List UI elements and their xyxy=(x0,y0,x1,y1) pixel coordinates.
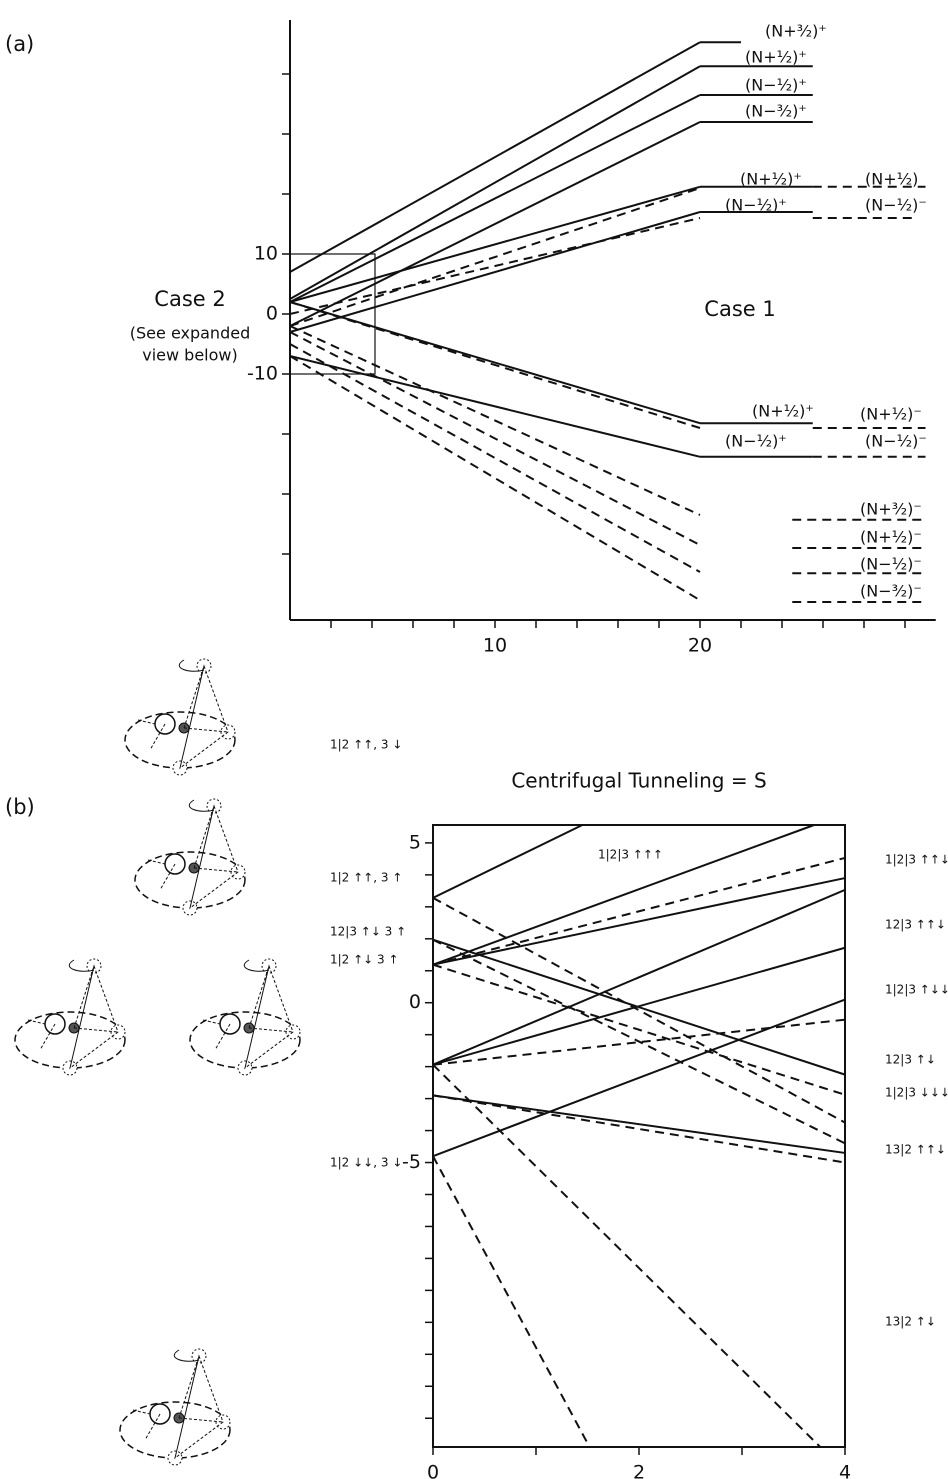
y-tick-label: 10 xyxy=(254,243,278,265)
plot-frame xyxy=(432,824,846,1448)
solid-line xyxy=(289,121,701,327)
annotation: 1|2|3 ↑↓↓ xyxy=(885,983,948,997)
dashed-line xyxy=(289,325,701,516)
annotation: (N+¹⁄₂) xyxy=(865,170,918,189)
solid-line xyxy=(289,94,701,303)
annotation: 12|3 ↑↓ 3 ↑ xyxy=(330,925,406,939)
x-tick-label: 2 xyxy=(633,1462,645,1479)
y-tick-label: -10 xyxy=(247,363,278,385)
solid-line xyxy=(432,888,846,1066)
molecule-diagram xyxy=(124,658,236,776)
annotation: 1|2 ↑↑, 3 ↓ xyxy=(330,738,402,752)
dashed-line xyxy=(289,343,701,573)
dashed-line xyxy=(432,896,846,1124)
dashed-line xyxy=(289,187,701,327)
dashed-line xyxy=(289,331,701,546)
chart-title: Centrifugal Tunneling = S xyxy=(511,769,766,793)
y-tick-label: 5 xyxy=(409,831,421,853)
dashed-line xyxy=(289,301,701,429)
solid-line xyxy=(289,41,701,273)
x-tick-label: 0 xyxy=(427,1462,439,1479)
solid-line xyxy=(432,1094,846,1154)
annotation: (See expanded xyxy=(130,324,250,343)
molecule-diagram xyxy=(189,958,301,1076)
annotation: 13|2 ↑↑↓ xyxy=(885,1143,946,1157)
annotation: view below) xyxy=(142,346,238,365)
x-tick-label: 4 xyxy=(839,1462,851,1479)
x-tick-label: 10 xyxy=(483,635,507,657)
annotation: 1|2|3 ↓↓↓ xyxy=(885,1086,948,1100)
annotation: (N+¹⁄₂)⁻ xyxy=(860,528,922,547)
solid-line xyxy=(289,301,701,425)
dashed-line xyxy=(289,355,701,602)
solid-line xyxy=(432,824,583,899)
annotation: (a) xyxy=(5,32,34,56)
solid-line xyxy=(289,355,701,458)
solid-line xyxy=(432,946,846,1066)
annotation: 1|2|3 ↑↑↓ xyxy=(885,853,948,867)
annotation: (N+¹⁄₂)⁺ xyxy=(745,48,807,67)
annotation: (N−¹⁄₂)⁻ xyxy=(865,432,927,451)
annotation: (N−¹⁄₂)⁻ xyxy=(865,196,927,215)
dashed-line xyxy=(432,856,846,966)
y-tick-label: 0 xyxy=(266,303,278,325)
solid-line xyxy=(432,824,815,966)
annotation: (N+¹⁄₂)⁻ xyxy=(860,405,922,424)
annotation: 1|2|3 ↑↑↑ xyxy=(598,848,663,862)
y-tick-label: 0 xyxy=(409,991,421,1013)
annotation: (N−¹⁄₂)⁺ xyxy=(745,76,807,95)
solid-line xyxy=(432,998,846,1158)
annotation: (N+¹⁄₂)⁺ xyxy=(752,402,814,421)
dashed-line xyxy=(432,963,846,1096)
annotation: (N−³⁄₂)⁺ xyxy=(745,102,807,121)
annotation: (N+³⁄₂)⁻ xyxy=(860,500,922,519)
annotation: Case 2 xyxy=(154,287,225,311)
dashed-line xyxy=(432,1018,846,1066)
annotation: (N−¹⁄₂)⁻ xyxy=(860,555,922,574)
solid-line xyxy=(289,185,701,303)
annotation: Case 1 xyxy=(704,297,775,321)
solid-line xyxy=(289,65,701,300)
annotation: 1|2 ↑↓ 3 ↑ xyxy=(330,953,399,967)
annotation: 13|2 ↑↓ xyxy=(885,1315,936,1329)
dashed-line xyxy=(432,1155,591,1448)
solid-line xyxy=(432,877,846,966)
dashed-line xyxy=(432,1064,821,1448)
annotation: 12|3 ↑↑↓ xyxy=(885,918,946,932)
solid-line xyxy=(289,211,701,333)
annotation: (N−¹⁄₂)⁺ xyxy=(725,432,787,451)
molecule-diagram xyxy=(134,798,246,916)
dashed-line xyxy=(432,938,846,1145)
annotation: (N+³⁄₂)⁺ xyxy=(765,22,827,41)
dashed-line xyxy=(289,217,701,315)
x-tick-label: 20 xyxy=(688,635,712,657)
annotation: (N+¹⁄₂)⁺ xyxy=(740,170,802,189)
annotation: (b) xyxy=(5,795,35,819)
annotation: (N−¹⁄₂)⁺ xyxy=(725,196,787,215)
annotation: 12|3 ↑↓ xyxy=(885,1053,936,1067)
y-tick-label: -5 xyxy=(402,1151,421,1173)
dashed-line xyxy=(432,1094,846,1164)
molecule-diagram xyxy=(14,958,126,1076)
annotation: 1|2 ↓↓, 3 ↓ xyxy=(330,1156,402,1170)
annotation: 1|2 ↑↑, 3 ↑ xyxy=(330,871,402,885)
annotation: (N−³⁄₂)⁻ xyxy=(860,582,922,601)
molecule-diagram xyxy=(119,1348,231,1466)
